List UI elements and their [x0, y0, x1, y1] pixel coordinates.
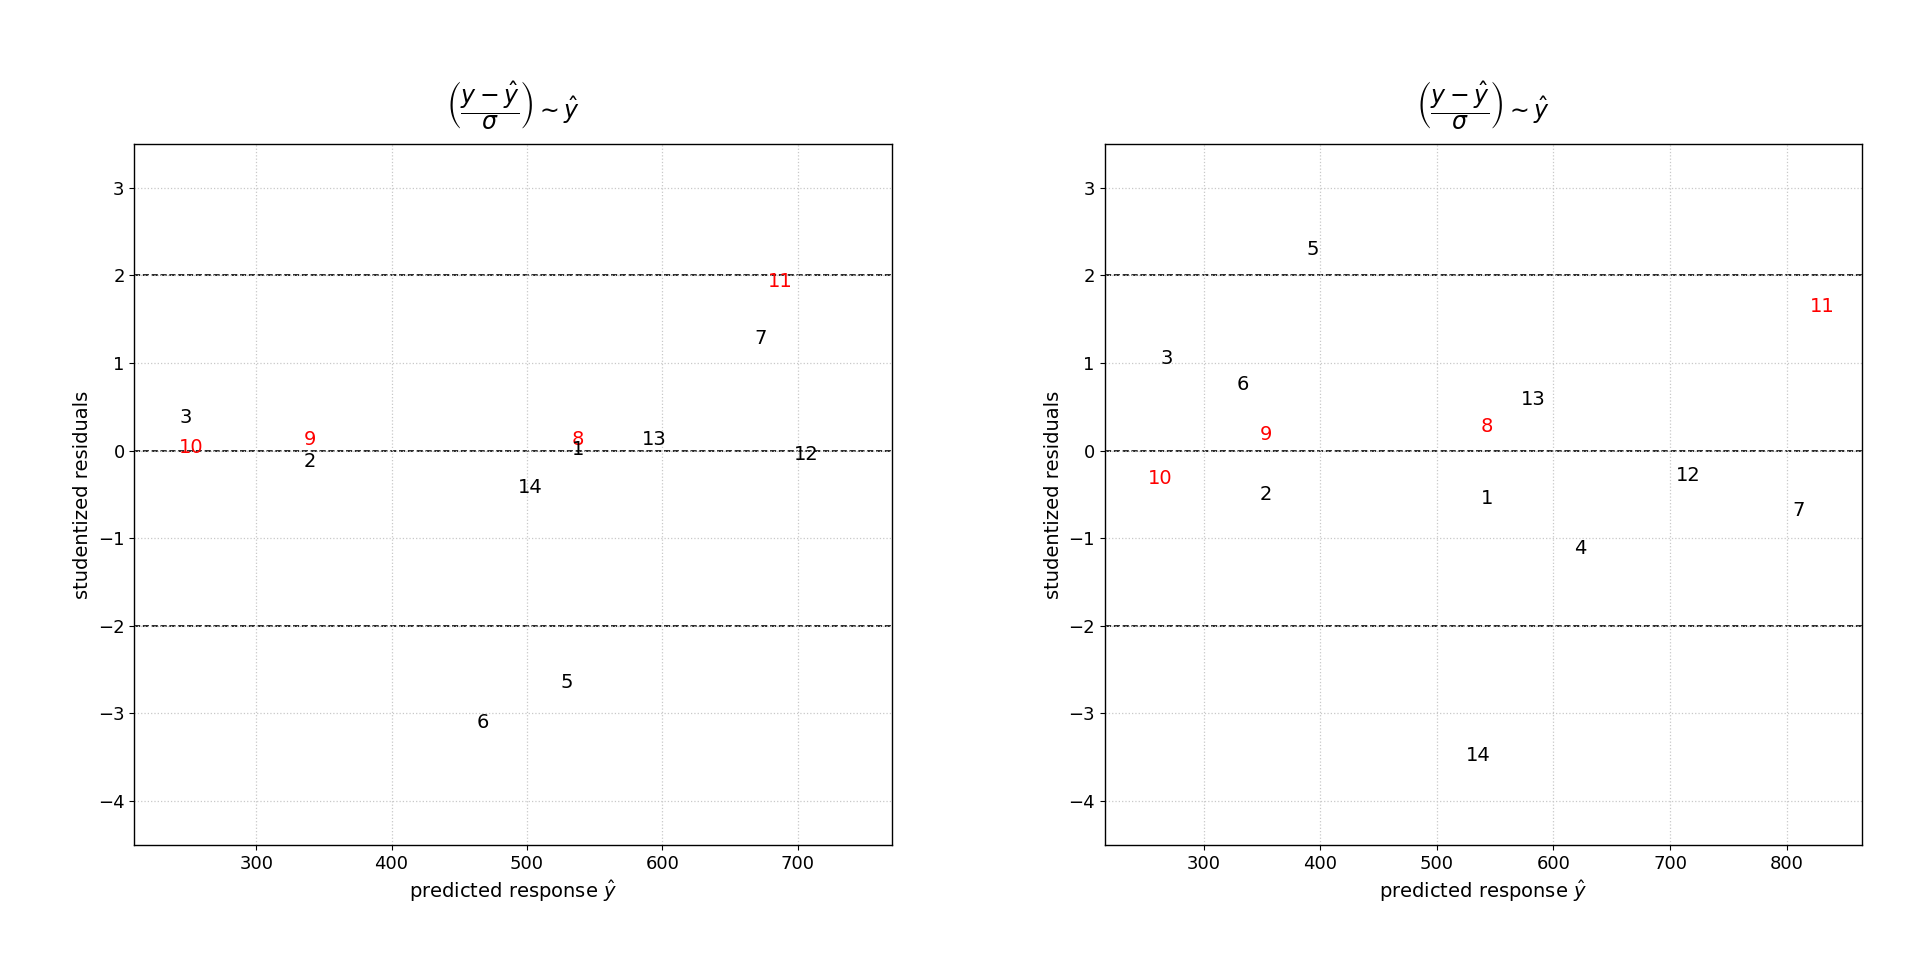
Text: 9: 9	[303, 430, 317, 448]
X-axis label: predicted response $\hat{y}$: predicted response $\hat{y}$	[409, 878, 618, 904]
Title: $\left(\dfrac{y - \hat{y}}{\sigma}\right) \sim \hat{y}$: $\left(\dfrac{y - \hat{y}}{\sigma}\right…	[445, 79, 580, 132]
Text: 7: 7	[755, 329, 766, 348]
Text: 8: 8	[1480, 417, 1494, 436]
Text: 9: 9	[1260, 425, 1271, 444]
Text: 11: 11	[768, 272, 793, 291]
Text: 6: 6	[1236, 375, 1248, 395]
Text: 11: 11	[1811, 297, 1836, 316]
Text: 5: 5	[561, 673, 574, 692]
Text: 2: 2	[303, 451, 317, 470]
Text: 7: 7	[1793, 501, 1805, 519]
Text: 1: 1	[1480, 490, 1494, 508]
Text: 5: 5	[1306, 240, 1319, 258]
Text: 12: 12	[793, 445, 818, 465]
Text: 3: 3	[179, 408, 192, 427]
Text: 13: 13	[641, 430, 666, 448]
X-axis label: predicted response $\hat{y}$: predicted response $\hat{y}$	[1379, 878, 1588, 904]
Title: $\left(\dfrac{y - \hat{y}}{\sigma}\right) \sim \hat{y}$: $\left(\dfrac{y - \hat{y}}{\sigma}\right…	[1417, 79, 1551, 132]
Text: 8: 8	[572, 430, 584, 448]
Text: 2: 2	[1260, 485, 1271, 504]
Text: 13: 13	[1521, 391, 1546, 409]
Text: 1: 1	[572, 441, 584, 459]
Y-axis label: studentized residuals: studentized residuals	[73, 391, 92, 598]
Text: 14: 14	[516, 478, 541, 497]
Text: 4: 4	[1574, 540, 1586, 558]
Text: 10: 10	[1148, 469, 1173, 488]
Y-axis label: studentized residuals: studentized residuals	[1044, 391, 1062, 598]
Text: 14: 14	[1467, 746, 1490, 765]
Text: 6: 6	[476, 712, 490, 732]
Text: 10: 10	[179, 438, 204, 457]
Text: 3: 3	[1160, 349, 1173, 368]
Text: 12: 12	[1676, 466, 1701, 485]
